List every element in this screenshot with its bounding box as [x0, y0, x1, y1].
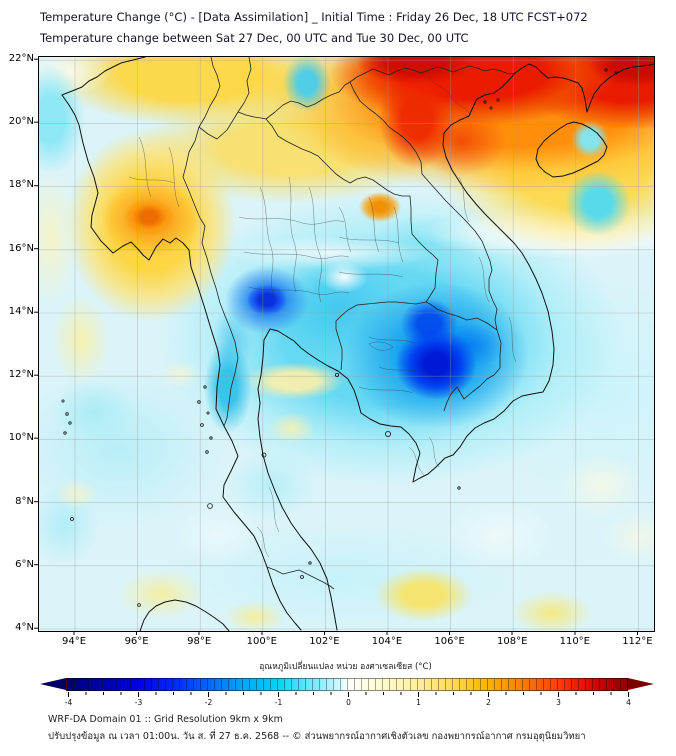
map-overlay	[39, 57, 654, 631]
y-tick-label: 8°N	[15, 496, 34, 507]
x-tick-label: 110°E	[559, 636, 590, 647]
colorbar-left-arrow	[40, 678, 66, 690]
y-tick-label: 20°N	[8, 116, 34, 127]
colorbar-tick: -1	[274, 698, 283, 707]
y-axis-ticks	[34, 56, 38, 631]
colorbar-tick: 2	[486, 698, 491, 707]
y-tick-label: 18°N	[8, 179, 34, 190]
x-axis-ticks	[38, 631, 654, 635]
y-tick-label: 10°N	[8, 432, 34, 443]
footer-domain-info: WRF-DA Domain 01 :: Grid Resolution 9km …	[48, 714, 283, 725]
y-tick-label: 22°N	[8, 53, 34, 64]
colorbar-major-ticks	[68, 692, 629, 697]
x-tick-label: 108°E	[496, 636, 528, 647]
province-borders	[128, 76, 517, 558]
colorbar-tick: 3	[556, 698, 561, 707]
x-tick-label: 98°E	[187, 636, 212, 647]
x-tick-label: 102°E	[309, 636, 340, 647]
colorbar-tick-labels: -4 -3 -2 -1 0 1 2 3 4	[64, 698, 631, 708]
colorbar-gradient	[66, 678, 628, 691]
colorbar-tick: 0	[346, 698, 351, 707]
coastlines	[61, 57, 654, 631]
y-tick-label: 14°N	[8, 306, 34, 317]
x-tick-label: 94°E	[61, 636, 87, 647]
title-line-1: Temperature Change (°C) - [Data Assimila…	[40, 10, 588, 24]
x-tick-label: 106°E	[434, 636, 465, 647]
y-tick-label: 12°N	[8, 369, 34, 380]
title-line-2: Temperature change between Sat 27 Dec, 0…	[40, 30, 469, 45]
y-tick-label: 16°N	[8, 243, 34, 254]
x-tick-label: 104°E	[371, 636, 403, 647]
colorbar-tick: 1	[416, 698, 421, 707]
colorbar-tick: -4	[64, 698, 73, 707]
colorbar-tick: -2	[204, 698, 213, 707]
page-title: Temperature Change (°C) - [Data Assimila…	[40, 7, 588, 48]
footer-update-info: ปรับปรุงข้อมูล ณ เวลา 01:00น. วัน ส. ที่…	[48, 731, 586, 742]
map-plot	[38, 56, 655, 632]
colorbar-tick: -3	[134, 698, 143, 707]
colorbar-tick: 4	[626, 698, 631, 707]
country-borders	[182, 57, 516, 590]
x-tick-label: 112°E	[622, 636, 653, 647]
y-tick-label: 6°N	[15, 559, 34, 570]
x-tick-label: 96°E	[124, 636, 149, 647]
gridlines	[39, 57, 654, 631]
y-tick-label: 4°N	[15, 622, 34, 633]
colorbar-right-arrow	[628, 678, 654, 690]
x-tick-label: 100°E	[246, 636, 277, 647]
islands	[61, 68, 618, 607]
colorbar-title: อุณหภูมิเปลี่ยนแปลง หน่วย องศาเซลเซียส (…	[259, 662, 432, 672]
temperature-field	[39, 57, 654, 631]
